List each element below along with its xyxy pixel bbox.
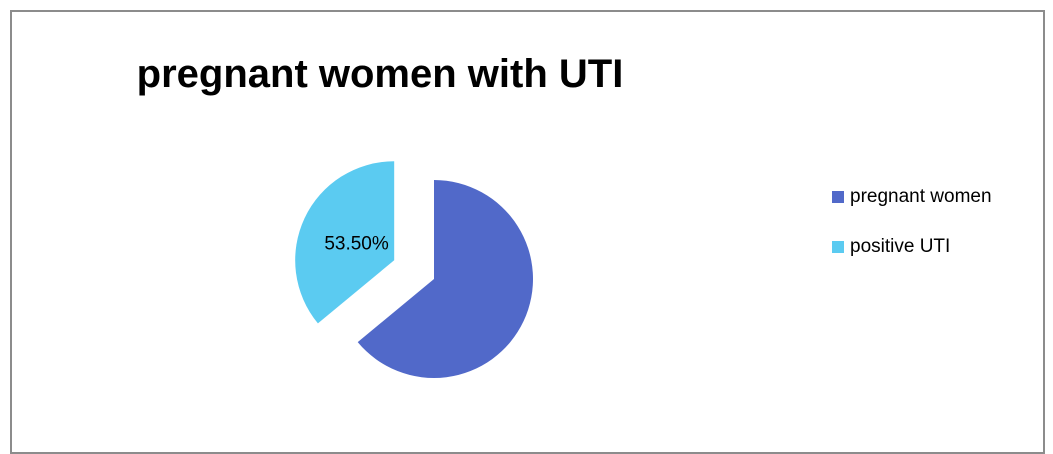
- pie-slice-pregnant-women: [357, 180, 533, 379]
- legend-label-positive-uti: positive UTI: [850, 236, 951, 257]
- chart-title: pregnant women with UTI: [136, 52, 624, 96]
- pie-plot: 53.50%: [295, 161, 533, 379]
- legend: pregnant women positive UTI: [832, 184, 992, 284]
- legend-swatch-positive-uti: [832, 241, 844, 253]
- legend-swatch-pregnant-women: [832, 191, 844, 203]
- pie-slice-positive-uti: [295, 161, 395, 324]
- legend-label-pregnant-women: pregnant women: [850, 186, 992, 207]
- chart-frame: [10, 10, 1045, 454]
- legend-item-pregnant-women: pregnant women: [832, 184, 992, 210]
- data-label-positive-uti: 53.50%: [324, 234, 389, 255]
- legend-item-positive-uti: positive UTI: [832, 234, 992, 260]
